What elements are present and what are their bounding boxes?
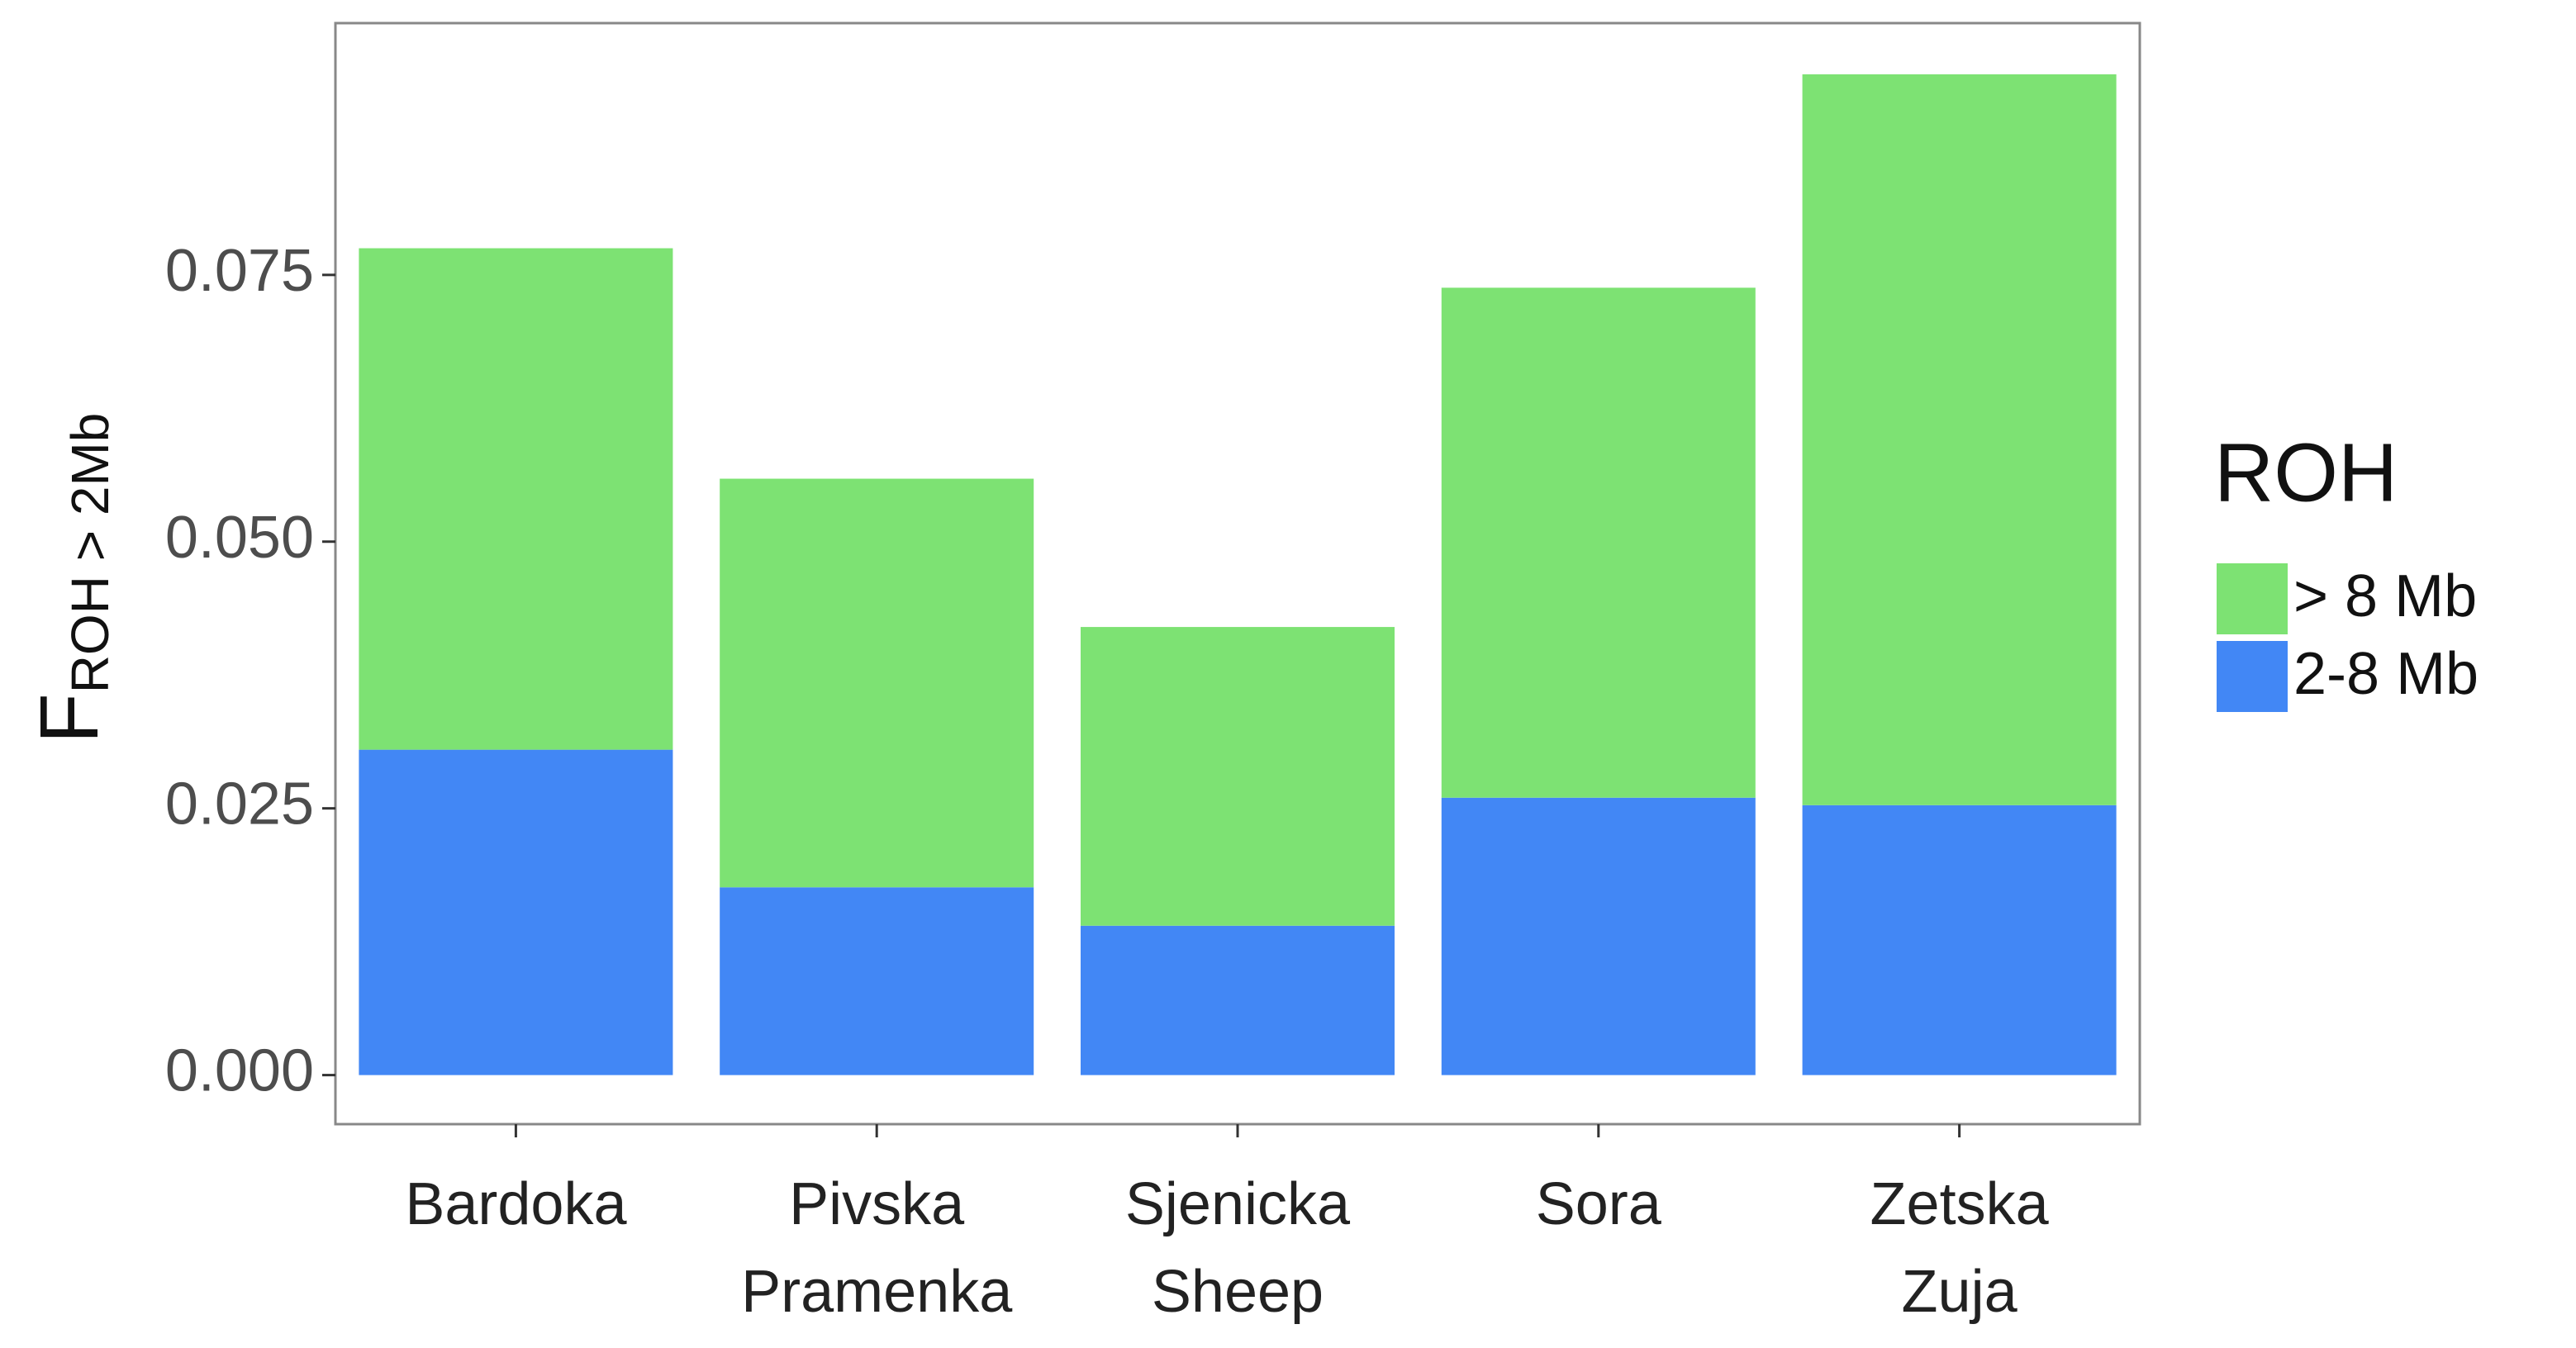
- y-axis-title: FROH > 2Mb: [23, 413, 119, 744]
- legend-key: [2217, 563, 2288, 634]
- bar-segment: [1080, 925, 1395, 1075]
- x-tick-label: Sjenicka Sheep: [1124, 1171, 1351, 1325]
- y-label: F: [23, 693, 116, 743]
- bar-segment: [720, 478, 1034, 888]
- bar-segment: [720, 887, 1034, 1075]
- x-tick-label: Pivska Pramenka: [741, 1171, 1013, 1325]
- legend-key: [2217, 641, 2288, 712]
- y-label-subscript: ROH > 2Mb: [60, 413, 120, 694]
- x-tick-label: Zetska Zuja: [1870, 1171, 2049, 1325]
- bar-segment: [1802, 805, 2117, 1075]
- legend-label: > 8 Mb: [2293, 563, 2477, 629]
- y-tick-label: 0.075: [165, 238, 314, 304]
- bar-segment: [1080, 627, 1395, 926]
- x-tick-label: Sora: [1535, 1171, 1661, 1237]
- bar-segment: [359, 248, 673, 750]
- legend-title: ROH: [2214, 426, 2398, 519]
- bar-segment: [359, 749, 673, 1075]
- y-tick-label: 0.025: [165, 771, 314, 838]
- y-tick-label: 0.000: [165, 1038, 314, 1104]
- x-tick-label: Bardoka: [405, 1171, 627, 1237]
- bar-segment: [1441, 287, 1756, 798]
- bar-segment: [1441, 797, 1756, 1075]
- bar-segment: [1802, 74, 2117, 805]
- y-tick-label: 0.050: [165, 505, 314, 571]
- legend-label: 2-8 Mb: [2293, 641, 2479, 707]
